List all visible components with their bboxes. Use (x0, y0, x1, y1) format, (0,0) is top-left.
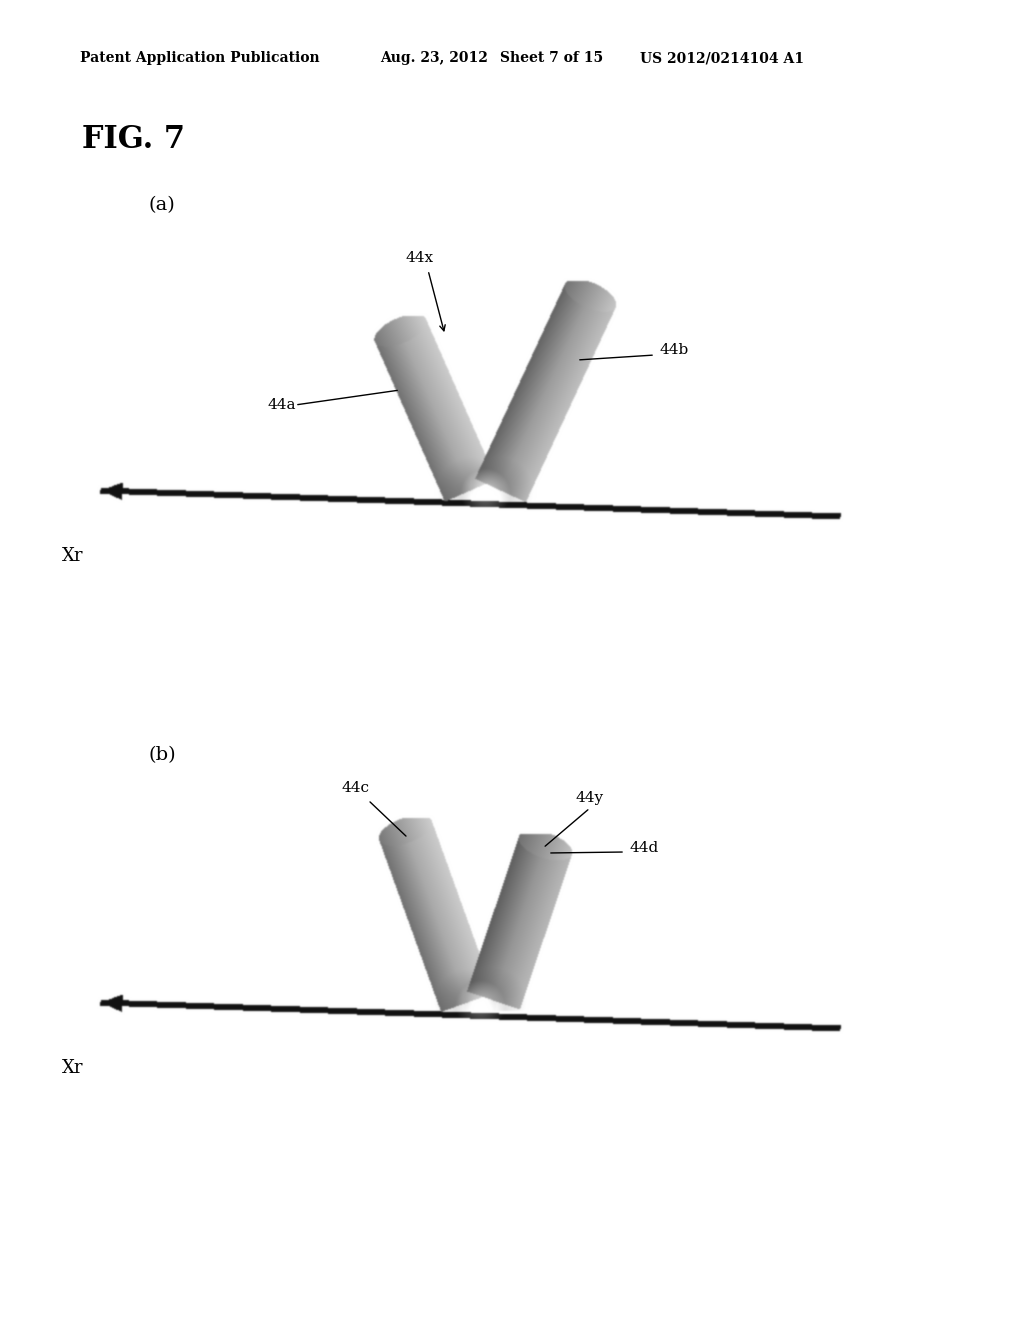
Text: (b): (b) (148, 746, 176, 764)
Text: 44d: 44d (630, 841, 659, 855)
Text: Sheet 7 of 15: Sheet 7 of 15 (500, 51, 603, 65)
Text: US 2012/0214104 A1: US 2012/0214104 A1 (640, 51, 804, 65)
Text: Patent Application Publication: Patent Application Publication (80, 51, 319, 65)
Text: (a): (a) (148, 195, 175, 214)
Text: FIG. 7: FIG. 7 (82, 124, 185, 156)
Text: 44c: 44c (341, 781, 369, 795)
Text: Aug. 23, 2012: Aug. 23, 2012 (380, 51, 487, 65)
Text: 44a: 44a (268, 399, 297, 412)
Text: Xr: Xr (62, 546, 84, 565)
Text: Xr: Xr (62, 1059, 84, 1077)
Text: 44x: 44x (406, 251, 434, 265)
Text: 44y: 44y (575, 791, 604, 805)
Text: 44b: 44b (660, 343, 689, 356)
